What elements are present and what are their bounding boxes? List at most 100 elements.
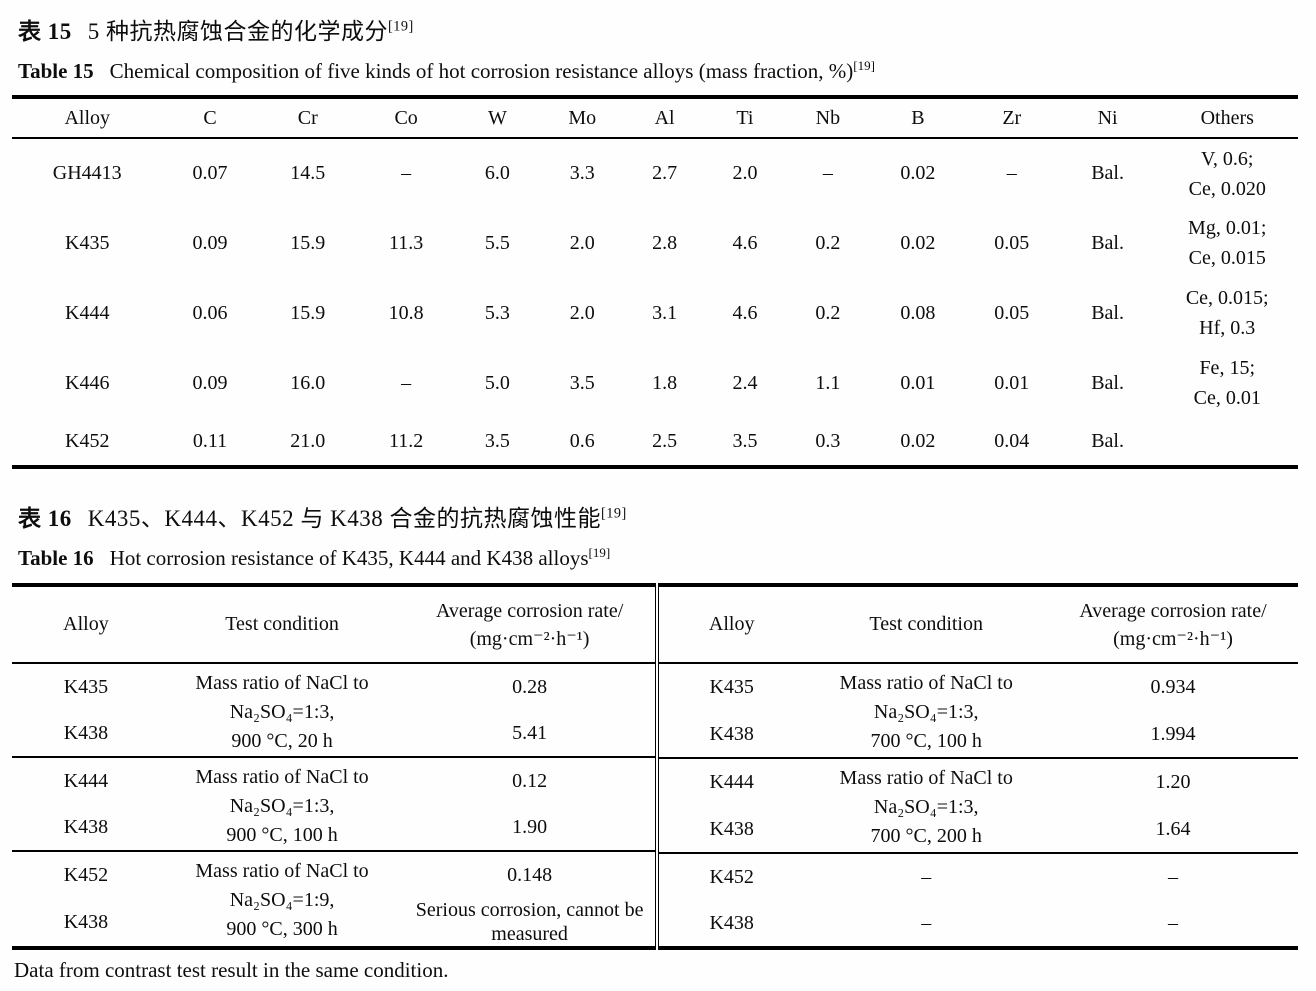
value-cell: 0.11 [192,430,228,452]
value-cell: 0.09 [192,231,228,254]
table16-ref-en: [19] [588,545,611,560]
rate-cell: 0.934 [1150,676,1196,699]
value-cell: 0.2 [815,231,841,254]
value-cell: 2.7 [652,162,678,184]
block-k444-k438: K444 Mass ratio of NaCl to Na₂SO₄=1:3, 9… [12,757,655,851]
value-cell: 21.0 [290,430,326,452]
table16-left-head: Alloy Test condition Average corrosion r… [12,585,655,663]
table-row: K444 Mass ratio of NaCl to Na₂SO₄=1:3, 9… [12,757,655,846]
value-cell: 3.3 [569,162,595,184]
rate-cell: 5.41 [512,722,548,744]
condition-cell: Mass ratio of NaCl to Na₂SO₄=1:3, 900 °C… [160,757,404,851]
table16-ref-zh: [19] [600,505,627,522]
alloy-cell: K452 [709,866,754,889]
value-cell: 15.9 [290,231,326,254]
condition-line: Mass ratio of NaCl to [839,672,1013,694]
table16-right-header-row: Alloy Test condition Average corrosion r… [657,585,1298,663]
table-row-gh4413: GH4413 0.07 14.5 – 6.0 3.3 2.7 2.0 – 0.0… [12,138,1298,208]
value-cell: – [822,162,833,184]
col-header-mo: Mo [568,106,597,129]
condition-cell: Mass ratio of NaCl to Na₂SO₄=1:9, 900 °C… [160,851,404,948]
condition-cell: Mass ratio of NaCl to Na₂SO₄=1:3, 700 °C… [804,758,1048,853]
value-cell: – [1006,162,1017,184]
rate-cell: 0.12 [512,770,548,792]
value-cell: 0.6 [569,430,595,452]
table16-caption-en: Table 16 Hot corrosion resistance of K435… [18,546,1298,571]
value-cell: 0.02 [900,162,936,184]
value-cell: 0.07 [192,162,228,184]
rate-header-line2: (mg·cm⁻²·h⁻¹) [469,627,590,650]
value-cell: 2.8 [652,231,678,254]
col-header-condition: Test condition [225,613,339,635]
value-cell: 0.02 [900,231,936,254]
value-cell: 0.05 [994,301,1030,324]
table15-caption-zh: 表 15 5 种抗热腐蚀合金的化学成分[19] [18,12,1298,46]
table15-label-en: Table 15 [18,59,94,83]
alloy-cell: K444 [65,301,110,324]
others-line: Fe, 15; [1199,357,1255,379]
condition-line: Mass ratio of NaCl to [195,860,369,882]
alloy-cell: K438 [63,722,109,744]
table-row: K438 5.41 [12,710,655,757]
value-cell: 11.3 [388,231,424,254]
table15-title-en: Chemical composition of five kinds of ho… [109,59,854,83]
condition-line: 700 °C, 100 h [870,730,982,752]
table15-ref-zh: [19] [388,18,414,35]
table15-label-zh: 表 15 [18,19,72,44]
value-cell: Bal. [1091,371,1124,394]
table16-title-zh: K435、K444、K452 与 K438 合金的抗热腐蚀性能 [87,506,601,531]
others-cell: Mg, 0.01; Ce, 0.015 [1156,208,1298,278]
value-cell: 1.1 [815,371,841,394]
col-header-rate: Average corrosion rate/ (mg·cm⁻²·h⁻¹) [1048,585,1298,663]
rate-cell: 1.90 [512,816,548,838]
col-header-ni: Ni [1097,106,1118,129]
table15-head: Alloy C Cr Co W Mo Al Ti Nb B Zr Ni Othe… [12,97,1298,138]
col-header-condition: Test condition [869,613,983,635]
table15-title-zh: 5 种抗热腐蚀合金的化学成分 [87,19,388,44]
rate-cell: – [1168,866,1178,889]
col-header-alloy: Alloy [708,613,755,635]
col-header-co: Co [394,106,418,129]
value-cell: 6.0 [484,162,510,184]
rate-cell: Serious corrosion, cannot be measured [415,899,644,945]
table16-right: Alloy Test condition Average corrosion r… [655,583,1298,950]
condition-line: 900 °C, 20 h [231,730,333,752]
alloy-cell: K438 [709,817,754,840]
condition-line: Na₂SO₄=1:3, [873,796,979,818]
value-cell: Bal. [1091,301,1124,324]
rate-header-line2: (mg·cm⁻²·h⁻¹) [1113,627,1233,650]
others-line: Hf, 0.3 [1199,317,1256,339]
value-cell: 0.2 [815,301,841,324]
value-cell: 5.5 [484,231,510,254]
table-row: K435 Mass ratio of NaCl to Na₂SO₄=1:3, 9… [12,663,655,752]
others-line: Mg, 0.01; [1188,217,1267,239]
block-k435-k438: K435 Mass ratio of NaCl to Na₂SO₄=1:3, 9… [12,663,655,757]
value-cell: 0.01 [994,371,1030,394]
table16-label-zh: 表 16 [18,506,72,531]
condition-line: Mass ratio of NaCl to [195,766,369,788]
table-row: K435 Mass ratio of NaCl to Na₂SO₄=1:3, 7… [657,663,1298,752]
others-line: V, 0.6; [1201,147,1254,170]
table-row-k446: K446 0.09 16.0 – 5.0 3.5 1.8 2.4 1.1 0.0… [12,348,1298,418]
alloy-cell: K435 [709,676,754,699]
value-cell: 0.08 [900,301,936,324]
alloy-cell: K438 [63,816,109,838]
alloy-cell: K438 [709,722,754,745]
alloy-cell: K438 [63,911,109,933]
condition-line: Na₂SO₄=1:9, [229,889,335,911]
others-line: Ce, 0.01 [1193,387,1261,409]
value-cell: 15.9 [290,301,326,324]
others-cell: Ce, 0.015; Hf, 0.3 [1156,278,1298,348]
rate-cell: 1.994 [1150,722,1196,745]
value-cell: 0.01 [900,371,936,394]
rate-cell: 1.20 [1155,771,1191,794]
table15-caption-en: Table 15 Chemical composition of five kin… [18,59,1298,84]
others-line: Ce, 0.015; [1185,287,1269,309]
table-row: K438 Serious corrosion, cannot be measur… [12,898,655,948]
col-header-alloy: Alloy [64,106,110,129]
others-cell: V, 0.6; Ce, 0.020 [1156,138,1298,208]
value-cell: 0.04 [994,430,1030,452]
value-cell: – [401,371,412,394]
condition-cell: – [921,866,932,889]
